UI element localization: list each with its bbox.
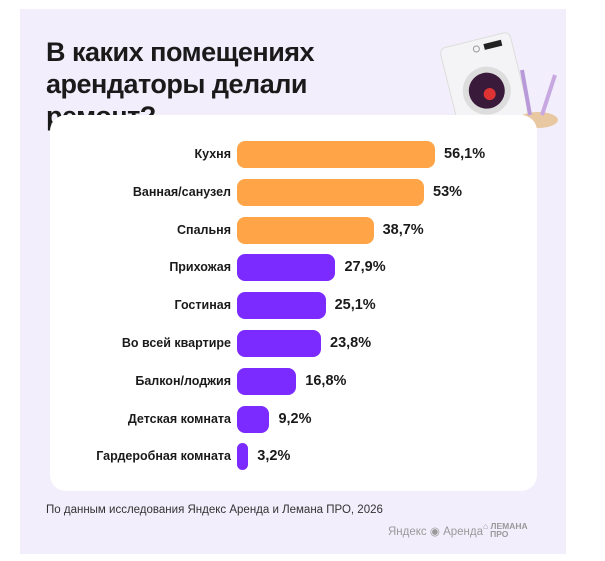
bar bbox=[237, 443, 249, 471]
value-label: 53% bbox=[433, 183, 463, 200]
category-label: Гостиная bbox=[174, 298, 232, 313]
value-label: 38,7% bbox=[382, 221, 424, 238]
value-label: 25,1% bbox=[334, 297, 376, 314]
bar bbox=[237, 330, 321, 357]
category-label: Ванная/санузел bbox=[132, 184, 231, 199]
value-label: 23,8% bbox=[330, 335, 372, 351]
value-label: 27,9% bbox=[344, 259, 386, 276]
bar bbox=[237, 216, 374, 244]
value-label: 16,8% bbox=[305, 372, 347, 389]
category-label: Во всей квартире bbox=[121, 336, 231, 350]
category-label: Прихожая bbox=[169, 260, 231, 275]
category-label: Кухня bbox=[194, 147, 231, 161]
bar bbox=[237, 292, 326, 320]
washing-machine-illustration bbox=[440, 32, 558, 130]
source-note: По данным исследования Яндекс Аренда и Л… bbox=[46, 504, 383, 516]
category-label: Балкон/лоджия bbox=[135, 373, 231, 388]
value-label: 56,1% bbox=[444, 146, 486, 162]
bar bbox=[237, 405, 270, 433]
yandex-arenda-logo: Яндекс ◉ Аренда bbox=[388, 526, 484, 538]
bar bbox=[237, 178, 425, 206]
bar bbox=[237, 141, 435, 168]
bar bbox=[237, 367, 297, 395]
category-label: Гардеробная комната bbox=[96, 449, 231, 464]
category-label: Спальня bbox=[177, 222, 231, 237]
lemana-pro-logo: ⌂ ЛЕМАНА ПРО bbox=[483, 521, 528, 539]
value-label: 3,2% bbox=[257, 448, 291, 465]
chart-title: В каких помещениях арендаторы делали рем… bbox=[46, 37, 315, 131]
category-label: Детская комната bbox=[127, 411, 231, 426]
value-label: 9,2% bbox=[278, 410, 312, 427]
bar bbox=[237, 254, 336, 282]
